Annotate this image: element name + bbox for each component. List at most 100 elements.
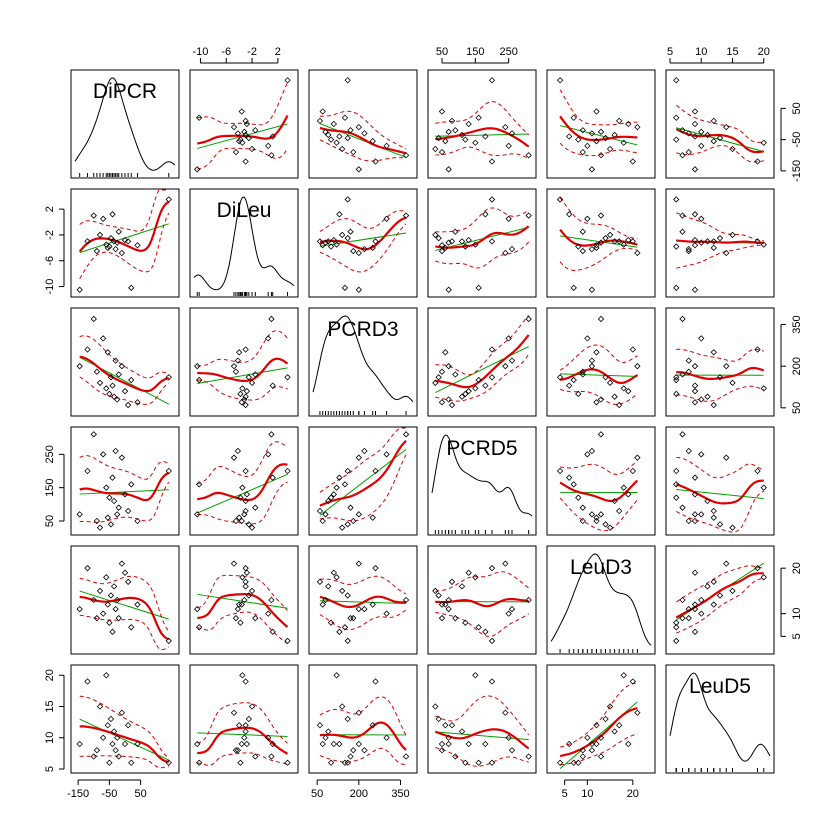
data-point-PCRD5-DiLeu (242, 467, 249, 475)
data-point-DiPCR-PCRD3 (316, 117, 324, 125)
data-point-PCRD3-LeuD5 (691, 363, 699, 370)
data-point-PCRD3-LeuD5 (673, 376, 680, 384)
data-point-LeuD3-PCRD5 (438, 615, 446, 622)
data-point-LeuD3-DiLeu (265, 610, 272, 617)
data-point-LeuD3-LeuD5 (673, 637, 680, 645)
data-point-DiPCR-LeuD3 (629, 158, 636, 165)
data-point-PCRD3-PCRD5 (435, 374, 442, 381)
data-point-PCRD3-LeuD3 (579, 371, 586, 378)
data-point-LeuD3-DiPCR (134, 601, 141, 608)
smoother-lower-band-PCRD3-DiPCR (79, 376, 170, 405)
data-point-PCRD5-LeuD5 (691, 511, 699, 518)
data-point-LeuD3-PCRD5 (435, 592, 442, 599)
data-point-PCRD5-PCRD3 (316, 507, 324, 515)
data-point-LeuD3-PCRD5 (508, 605, 516, 613)
data-point-PCRD5-LeuD5 (710, 507, 717, 515)
data-point-LeuD3-PCRD5 (452, 615, 459, 622)
data-point-LeuD3-PCRD5 (465, 569, 472, 576)
x-tick-label-DiLeu: -6 (221, 46, 231, 58)
data-point-PCRD3-DiPCR (96, 379, 104, 386)
panel-frame-LeuD5-DiPCR (70, 664, 180, 774)
data-point-DiPCR-LeuD3 (579, 127, 586, 134)
panel-frame-DiPCR-LeuD3 (546, 69, 656, 179)
data-point-PCRD5-LeuD3 (597, 431, 605, 438)
data-point-LeuD5-DiPCR (109, 740, 116, 748)
data-point-PCRD3-DiPCR (134, 399, 141, 406)
data-point-PCRD3-LeuD3 (616, 401, 623, 409)
data-point-PCRD5-DiLeu (268, 431, 275, 438)
data-point-PCRD5-LeuD3 (593, 517, 600, 525)
data-point-LeuD3-PCRD3 (355, 605, 362, 613)
data-point-PCRD5-DiLeu (238, 517, 245, 525)
data-point-PCRD3-DiPCR (114, 396, 121, 403)
data-point-DiPCR-LeuD5 (710, 117, 717, 125)
data-point-PCRD5-DiLeu (252, 504, 259, 511)
data-point-PCRD5-LeuD5 (673, 494, 680, 501)
data-point-DiLeu-LeuD5 (723, 249, 730, 257)
data-point-DiLeu-DiPCR (109, 211, 116, 218)
panel-frame-LeuD5-PCRD5 (427, 664, 537, 774)
data-point-DiLeu-LeuD3 (620, 241, 627, 248)
data-point-LeuD3-LeuD5 (691, 601, 699, 608)
smoother-lower-band-DiLeu-LeuD3 (559, 248, 638, 272)
smoother-line-LeuD5-LeuD3 (559, 707, 638, 758)
data-point-DiPCR-LeuD5 (723, 123, 730, 131)
data-point-PCRD3-LeuD5 (679, 315, 686, 323)
smoother-upper-band-DiPCR-LeuD5 (675, 104, 764, 143)
data-point-LeuD3-DiPCR (84, 565, 91, 572)
data-point-DiLeu-LeuD5 (698, 239, 705, 246)
linear-fit-LeuD5-DiLeu (197, 732, 288, 737)
data-point-PCRD3-DiLeu (268, 315, 275, 323)
data-point-PCRD3-LeuD3 (629, 346, 636, 353)
data-point-DiLeu-DiPCR (114, 239, 121, 246)
data-point-LeuD5-LeuD3 (570, 759, 577, 766)
panel-frame-DiPCR-LeuD5 (665, 69, 775, 179)
panel-frame-PCRD5-DiPCR (70, 426, 180, 536)
data-point-LeuD3-DiLeu (242, 565, 249, 572)
smoother-lower-band-LeuD5-LeuD3 (560, 732, 638, 766)
data-point-PCRD3-LeuD3 (602, 374, 609, 381)
x-tick-label-DiLeu: -2 (247, 46, 257, 58)
data-point-PCRD5-LeuD5 (760, 484, 767, 491)
x-tick-label-LeuD5: 10 (695, 46, 707, 58)
data-point-PCRD5-LeuD5 (673, 481, 680, 488)
data-point-PCRD3-DiPCR (106, 390, 113, 398)
x-tick-label-LeuD5: 20 (758, 46, 770, 58)
panel-frame-PCRD3-LeuD5 (665, 307, 775, 417)
data-point-DiPCR-DiLeu (265, 142, 272, 150)
data-point-DiPCR-LeuD5 (691, 133, 699, 140)
smoother-lower-band-PCRD3-DiLeu (197, 379, 288, 401)
data-point-LeuD3-LeuD5 (754, 565, 761, 572)
data-point-LeuD5-LeuD3 (616, 722, 623, 729)
data-point-PCRD3-PCRD5 (462, 390, 469, 398)
smoother-lower-band-PCRD5-DiLeu (197, 481, 288, 525)
data-point-PCRD3-LeuD3 (579, 368, 586, 375)
data-point-LeuD5-PCRD3 (372, 678, 379, 685)
data-point-PCRD3-DiLeu (252, 371, 259, 378)
data-point-LeuD3-PCRD3 (322, 596, 329, 604)
data-point-PCRD3-DiPCR (124, 401, 132, 409)
data-point-LeuD5-LeuD3 (575, 759, 582, 766)
data-point-PCRD5-DiLeu (269, 474, 276, 481)
data-point-DiLeu-DiPCR (99, 215, 107, 222)
data-point-DiPCR-DiLeu (232, 148, 240, 156)
data-point-LeuD3-PCRD5 (505, 610, 512, 617)
data-point-PCRD5-LeuD3 (588, 447, 596, 455)
data-point-DiLeu-LeuD5 (691, 211, 699, 218)
smoother-line-PCRD3-DiPCR (79, 355, 170, 393)
data-point-DiLeu-LeuD3 (570, 284, 577, 292)
data-point-DiLeu-DiPCR (165, 196, 172, 203)
data-point-PCRD3-DiPCR (107, 374, 115, 381)
data-point-DiLeu-PCRD5 (432, 231, 439, 239)
data-point-PCRD5-DiLeu (195, 481, 203, 488)
data-point-PCRD5-LeuD5 (729, 524, 736, 531)
data-point-PCRD3-PCRD5 (445, 396, 452, 403)
smoother-line-LeuD5-PCRD3 (319, 721, 407, 751)
variable-label-LeuD3: LeuD3 (570, 556, 632, 579)
data-point-DiLeu-PCRD3 (383, 215, 390, 222)
x-tick-label-PCRD3: 200 (350, 788, 368, 800)
data-point-DiLeu-DiPCR (134, 242, 141, 249)
data-point-LeuD5-PCRD5 (462, 759, 469, 766)
y-tick-label-DiPCR: -50 (791, 132, 803, 148)
data-point-LeuD3-DiLeu (248, 587, 256, 595)
